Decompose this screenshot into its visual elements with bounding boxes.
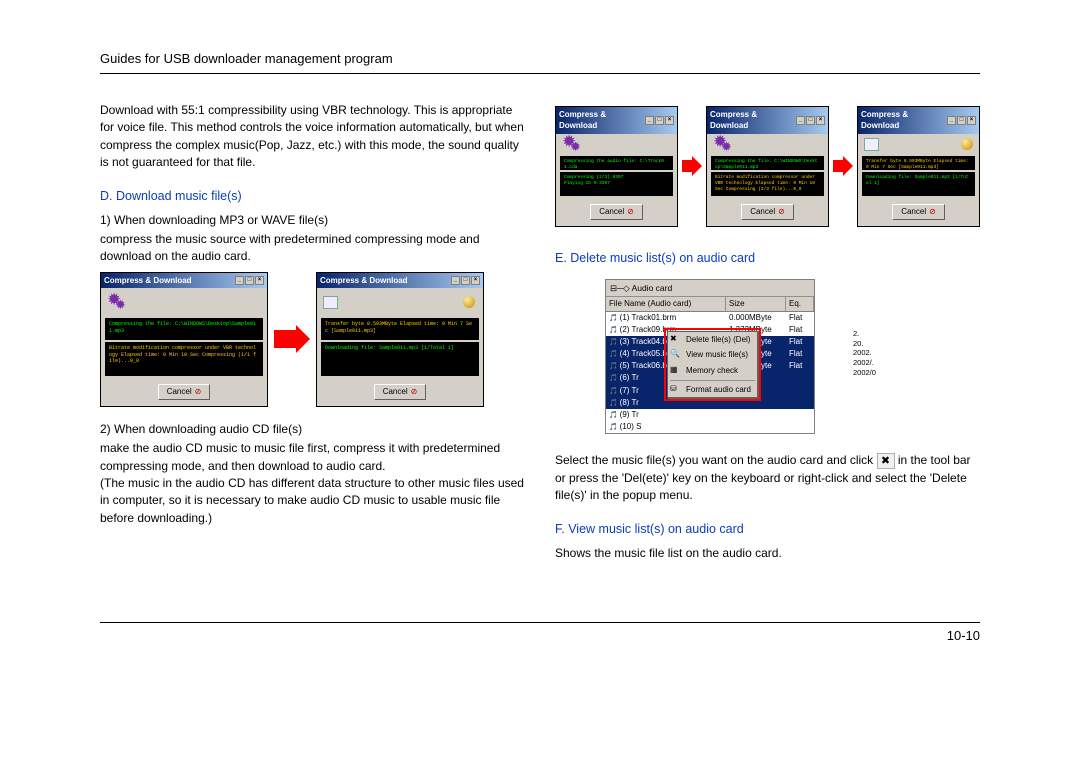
min-btn[interactable]: _ [235,276,244,285]
arrow-icon [682,156,702,176]
cancel-button[interactable]: Cancel [741,204,794,220]
delete-icon: ✖ [670,333,677,345]
section-d1-body: compress the music source with predeterm… [100,231,525,266]
col-size[interactable]: Size [726,297,786,311]
picture-icon [864,138,879,151]
status-box-1a: Compressing the file: C:\WINDOWS\Desktop… [105,318,263,340]
section-f-body: Shows the music file list on the audio c… [555,545,980,562]
delete-toolbar-icon[interactable]: ✖ [877,453,895,469]
rule-top [100,73,980,74]
gear-icon [107,291,129,313]
page-number: 10-10 [100,627,980,646]
menu-memory[interactable]: ▦Memory check [668,363,757,379]
status-box-2a: Transfer byte 0.593MByte Elapsed time: 0… [321,318,479,340]
dialog-iconrow [101,288,267,316]
section-d2-body2: (The music in the audio CD has different… [100,475,525,527]
dialog-titlebar: Compress & Download _ □ × [101,273,267,289]
section-d2-head: 2) When downloading audio CD file(s) [100,421,525,438]
status-box-1b: Bitrate modification compressor under VB… [105,342,263,376]
section-d-title: D. Download music file(s) [100,187,525,205]
view-icon: 🔍 [670,348,680,360]
arrow-icon [833,156,853,176]
cancel-button[interactable]: Cancel [374,384,427,400]
menu-delete[interactable]: ✖Delete file(s) (Del) [668,332,757,348]
left-column: Download with 55:1 compressibility using… [100,102,525,562]
dialog-title: Compress & Download [104,275,192,287]
disc-icon [463,296,475,308]
cancel-button[interactable]: Cancel [590,204,643,220]
page-header: Guides for USB downloader management pro… [100,50,980,69]
intro-text: Download with 55:1 compressibility using… [100,102,525,172]
max-btn[interactable]: □ [245,276,254,285]
section-d1-head: 1) When downloading MP3 or WAVE file(s) [100,212,525,229]
window-buttons: _ □ × [235,276,264,285]
gear-icon [562,133,584,155]
col-eq[interactable]: Eq. [786,297,814,311]
section-e-title: E. Delete music list(s) on audio card [555,249,980,267]
section-d2-body1: make the audio CD music to music file fi… [100,440,525,475]
side-numbers: 2.20.2002.2002/.2002/0 [853,329,876,378]
dialog-sm-1: Compress & Download _□× Compressing the … [555,106,678,227]
section-f-title: F. View music list(s) on audio card [555,520,980,538]
audiocard-row[interactable]: (10) S [606,421,814,433]
cancel-button[interactable]: Cancel [158,384,211,400]
audiocard-tree-label: ⊟─◇ Audio card [606,280,814,297]
section-e-body: Select the music file(s) you want on the… [555,452,980,504]
dialog-compress-1: Compress & Download _ □ × Compressing th… [100,272,268,407]
dialog-download-1: Compress & Download _□× Transfer byte 0.… [316,272,484,407]
audiocard-row[interactable]: (9) Tr [606,409,814,421]
memory-icon: ▦ [670,364,678,376]
dialog-sm-2: Compress & Download _□× Compressing the … [706,106,829,227]
context-menu: ✖Delete file(s) (Del) 🔍View music file(s… [667,331,758,398]
audiocard-columns: File Name (Audio card) Size Eq. [606,297,814,312]
audiocard-row[interactable]: (8) Tr [606,397,814,409]
gear-icon [713,133,735,155]
cancel-button[interactable]: Cancel [892,204,945,220]
disc-icon [961,138,973,150]
rule-bottom [100,622,980,623]
dialog-sm-3: Compress & Download _□× Transfer byte 0.… [857,106,980,227]
right-column: Compress & Download _□× Compressing the … [555,102,980,562]
menu-format[interactable]: ⛁Format audio card [668,382,757,398]
col-filename[interactable]: File Name (Audio card) [606,297,726,311]
audiocard-row[interactable]: (1) Track01.brm0.000MByteFlat [606,312,814,324]
close-btn[interactable]: × [255,276,264,285]
arrow-icon [274,325,310,353]
status-box-2b: Downloading file: Sample011.mp3 [1/Total… [321,342,479,376]
picture-icon [323,296,338,309]
format-icon: ⛁ [670,383,677,395]
menu-view[interactable]: 🔍View music file(s) [668,347,757,363]
